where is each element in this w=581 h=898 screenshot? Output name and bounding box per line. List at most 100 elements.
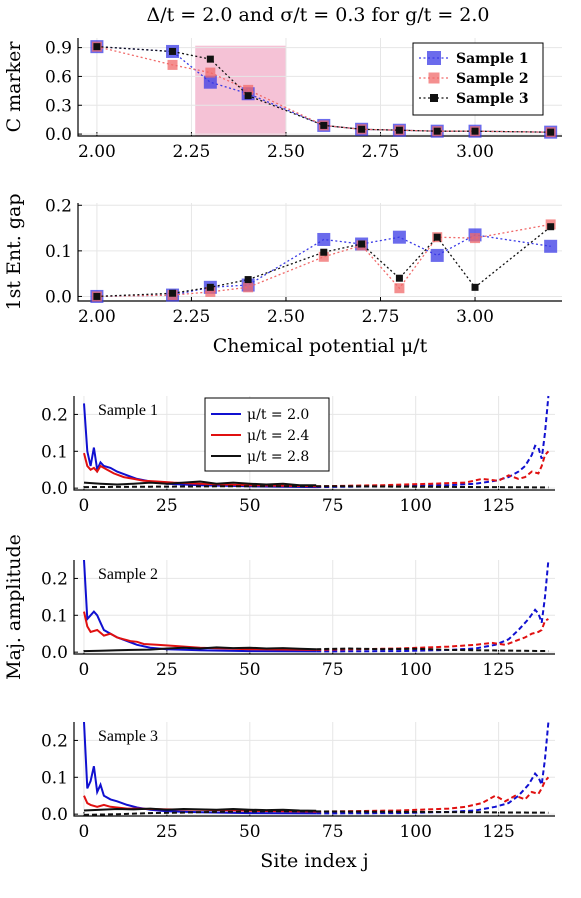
- amplitude-curve-4: [316, 776, 550, 813]
- sample-label: Sample 2: [98, 566, 158, 583]
- series-line-3: [96, 226, 552, 298]
- series-marker-2: [318, 251, 329, 262]
- series-marker-3: [547, 223, 555, 231]
- x-tick-label: 2.00: [78, 307, 116, 327]
- series-marker-3: [395, 126, 403, 134]
- series-marker-3: [547, 128, 555, 136]
- y-tick-label: 0.1: [45, 242, 72, 262]
- series-marker-2: [167, 59, 178, 70]
- series-marker-2: [470, 233, 481, 244]
- y-tick-label: 0.3: [45, 96, 72, 116]
- series-marker-3: [93, 292, 101, 300]
- x-tick-label: 25: [156, 660, 178, 680]
- amplitude-curve-6: [316, 647, 549, 653]
- x-tick-label: 0: [79, 822, 90, 842]
- amplitude-curve-3: [83, 611, 317, 651]
- legend-marker: [430, 94, 438, 102]
- legend-marker: [427, 51, 441, 65]
- series-marker-3: [320, 248, 328, 256]
- y-tick-label: 0.0: [41, 643, 68, 663]
- axis-frame: [77, 203, 562, 302]
- y-tick-label: 0.0: [41, 805, 68, 825]
- x-tick-label: 2.25: [173, 142, 211, 162]
- x-tick-label: 75: [322, 822, 344, 842]
- y-tick-label: 0.2: [41, 731, 68, 751]
- y-tick-label: 0.9: [45, 39, 72, 59]
- sample-label: Sample 1: [98, 402, 158, 419]
- plot-maj-sample-3: 0 25 50 75 100 125 0.0 0.1 0.2 Sample 3 Site index…: [41, 721, 555, 872]
- amplitude-curve-2: [316, 559, 550, 653]
- series-marker-2: [243, 84, 254, 95]
- y-axis-label: 1st Ent. gap: [3, 194, 25, 311]
- y-axis-label: Maj. amplitude: [3, 534, 25, 680]
- x-tick-label: 2.50: [267, 307, 305, 327]
- series-marker-3: [433, 233, 441, 241]
- x-tick-label: 100: [399, 496, 431, 516]
- amplitude-curve-2: [316, 721, 550, 815]
- series-marker-1: [430, 248, 444, 262]
- x-tick-label: 2.25: [173, 307, 211, 327]
- x-tick-label: 125: [482, 822, 514, 842]
- series-marker-1: [317, 232, 331, 246]
- y-tick-label: 0.2: [41, 405, 68, 425]
- legend-label: μ/t = 2.8: [247, 449, 309, 465]
- series-marker-3: [169, 289, 177, 297]
- axis-frame: [73, 396, 555, 491]
- amplitude-curve-5: [83, 646, 317, 653]
- series-marker-1: [544, 239, 558, 253]
- series-marker-3: [433, 127, 441, 135]
- y-tick-label: 0.0: [45, 287, 72, 307]
- x-tick-label: 2.50: [267, 142, 305, 162]
- x-axis-label: Chemical potential μ/t: [213, 335, 428, 357]
- amplitude-curve-4: [316, 450, 550, 488]
- series-line-3: [96, 45, 551, 133]
- legend-label: Sample 1: [456, 51, 529, 67]
- x-tick-label: 100: [399, 822, 431, 842]
- x-tick-label: 50: [239, 822, 261, 842]
- x-tick-label: 100: [399, 660, 431, 680]
- legend-label: μ/t = 2.4: [247, 428, 309, 444]
- legend-marker: [428, 72, 440, 84]
- plot-maj-sample-1: 0 25 50 75 100 125 0.0 0.1 0.2 Sample 1 μ/t = 2.0 μ…: [41, 395, 555, 516]
- x-tick-label: 3.00: [456, 142, 494, 162]
- y-axis-label: C marker: [3, 41, 25, 133]
- amplitude-curve-5: [83, 480, 317, 487]
- series-line-1: [96, 234, 551, 298]
- series-marker-1: [203, 75, 217, 89]
- y-tick-label: 0.2: [41, 569, 68, 589]
- y-tick-label: 0.6: [45, 67, 72, 87]
- series-marker-3: [395, 274, 403, 282]
- legend-label: μ/t = 2.0: [247, 407, 309, 423]
- y-tick-label: 0.2: [45, 196, 72, 216]
- series-marker-2: [205, 67, 216, 78]
- series-marker-3: [358, 125, 366, 133]
- amplitude-curve-1: [83, 403, 317, 489]
- amplitude-curve-2: [316, 395, 550, 489]
- amplitude-curve-5: [83, 807, 317, 812]
- series-marker-3: [320, 121, 328, 129]
- series-marker-3: [471, 127, 479, 135]
- series-line-2: [96, 45, 551, 133]
- x-tick-label: 0: [79, 496, 90, 516]
- x-tick-label: 25: [156, 822, 178, 842]
- plot-c-marker: 2.00 2.25 2.50 2.75 3.00 0.0 0.3 0.6 0.9 C marker…: [3, 38, 562, 162]
- axis-frame: [73, 560, 555, 655]
- x-tick-label: 3.00: [456, 307, 494, 327]
- x-tick-label: 50: [239, 496, 261, 516]
- y-tick-label: 0.1: [41, 606, 68, 626]
- x-tick-label: 2.75: [362, 307, 400, 327]
- x-tick-label: 125: [482, 496, 514, 516]
- series-marker-3: [244, 276, 252, 284]
- x-tick-label: 0: [79, 660, 90, 680]
- series-marker-2: [243, 282, 254, 293]
- series-marker-2: [394, 283, 405, 294]
- series-marker-3: [358, 240, 366, 248]
- plot-maj-sample-2: 0 25 50 75 100 125 0.0 0.1 0.2 Sample 2 Maj. ampli…: [3, 534, 555, 680]
- y-tick-label: 0.0: [45, 125, 72, 145]
- amplitude-curve-6: [83, 810, 549, 816]
- plot-ent-gap: 2.00 2.25 2.50 2.75 3.00 0.0 0.1 0.2 1st Ent. ga…: [3, 194, 562, 357]
- y-tick-label: 0.1: [41, 442, 68, 462]
- axis-frame: [73, 722, 555, 817]
- x-tick-label: 2.00: [78, 142, 116, 162]
